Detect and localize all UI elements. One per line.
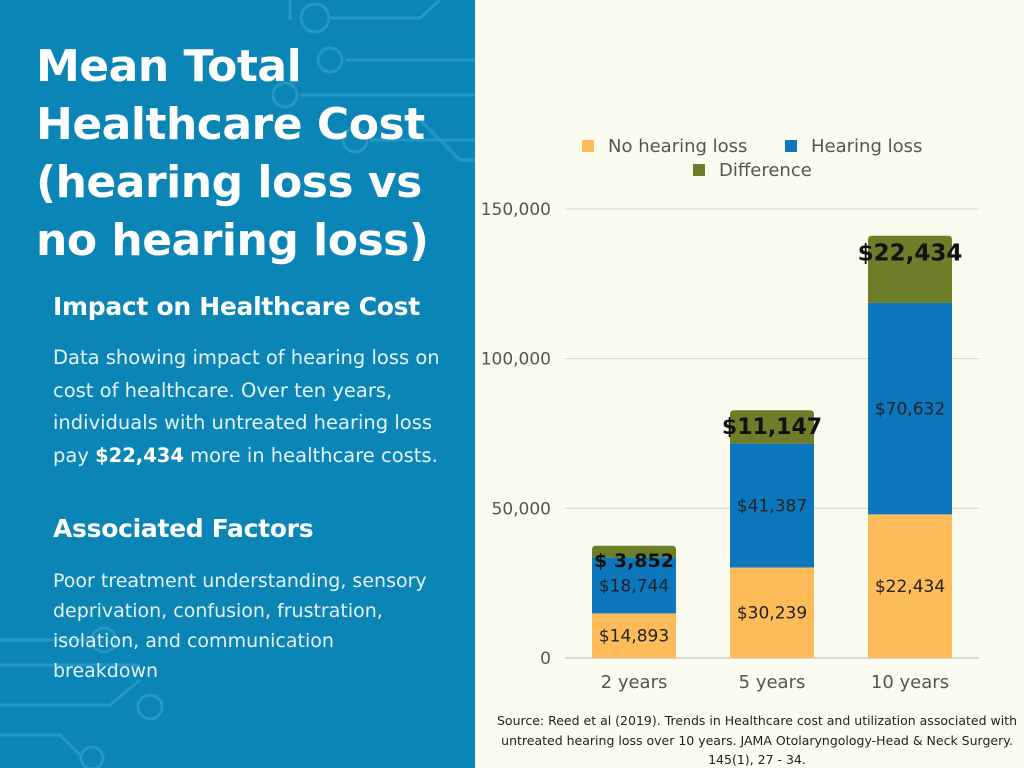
x-tick-label-1: 5 years <box>739 672 806 693</box>
bar-difference-0 <box>592 545 676 558</box>
bar-difference-1 <box>730 410 814 444</box>
x-tick-label-2: 10 years <box>871 672 949 693</box>
info-panel: Mean Total Healthcare Cost (hearing loss… <box>0 0 475 768</box>
bar-hearing-loss-1 <box>730 443 814 568</box>
legend-swatch-1 <box>785 140 797 152</box>
bar-no-hearing-loss-1 <box>730 567 814 658</box>
legend-label-1: Hearing loss <box>811 136 922 157</box>
impact-text: Data showing impact of hearing loss on c… <box>53 346 440 467</box>
y-tick-label-0: 0 <box>540 649 551 669</box>
legend-label-0: No hearing loss <box>608 136 747 157</box>
y-tick-label-3: 150,000 <box>481 200 551 220</box>
data-label-difference-0: $ 3,852 <box>594 550 674 572</box>
impact-highlight: $22,434 <box>95 443 184 467</box>
circuit-decoration-icon <box>0 0 475 768</box>
page-title: Mean Total Healthcare Cost (hearing loss… <box>36 41 429 266</box>
data-label-hearing-loss-1: $41,387 <box>737 497 807 517</box>
source-citation: Source: Reed et al (2019). Trends in Hea… <box>496 713 1018 767</box>
legend-label-2: Difference <box>719 160 812 181</box>
impact-heading: Impact on Healthcare Cost <box>53 292 420 321</box>
bar-hearing-loss-0 <box>592 557 676 614</box>
x-tick-label-0: 2 years <box>601 672 668 693</box>
stacked-bar-chart: 0 50,000 100,000 150,000 $14,893 $18,744 $ 3,8… <box>481 136 979 693</box>
factors-text: Poor treatment understanding, sensory de… <box>53 570 427 682</box>
bar-no-hearing-loss-2 <box>868 514 952 658</box>
data-label-no-hearing-loss-0: $14,893 <box>599 627 669 647</box>
data-label-hearing-loss-2: $70,632 <box>875 400 945 420</box>
data-label-difference-1: $11,147 <box>722 415 822 440</box>
bar-no-hearing-loss-0 <box>592 613 676 658</box>
data-label-no-hearing-loss-2: $22,434 <box>875 577 945 597</box>
data-label-difference-2: $22,434 <box>858 241 963 267</box>
y-tick-label-1: 50,000 <box>492 499 551 519</box>
legend-swatch-2 <box>693 164 705 176</box>
bar-difference-2 <box>868 235 952 303</box>
data-label-hearing-loss-0: $18,744 <box>599 576 669 596</box>
y-tick-label-2: 100,000 <box>481 350 551 370</box>
bar-hearing-loss-2 <box>868 302 952 515</box>
factors-heading: Associated Factors <box>53 514 314 543</box>
data-label-no-hearing-loss-1: $30,239 <box>737 604 807 624</box>
legend-swatch-0 <box>582 140 594 152</box>
